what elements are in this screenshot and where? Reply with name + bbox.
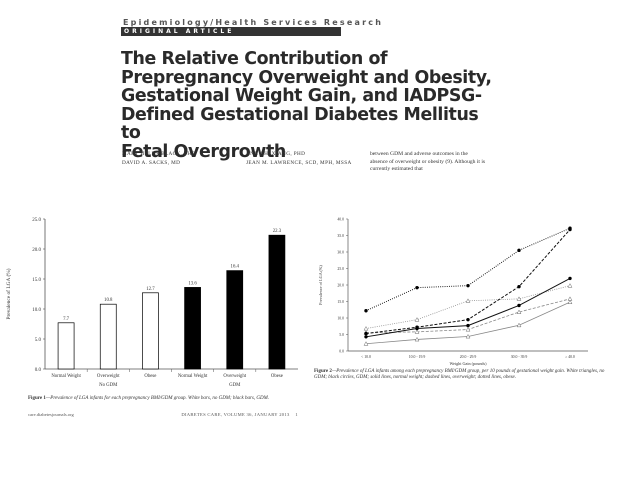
data-point bbox=[465, 298, 471, 303]
y-tick-label: 35.0 bbox=[337, 234, 344, 238]
data-point bbox=[567, 296, 573, 301]
title-line: Defined Gestational Diabetes Mellitus to bbox=[121, 104, 479, 144]
data-point bbox=[465, 327, 471, 332]
article-title: The Relative Contribution of Prepregnanc… bbox=[121, 50, 501, 162]
data-point bbox=[568, 276, 572, 281]
category-label: Obese bbox=[271, 374, 283, 379]
data-point bbox=[516, 296, 522, 301]
figure2-caption: Figure 2—Prevalence of LGA infants among… bbox=[314, 369, 612, 381]
data-point bbox=[465, 333, 471, 339]
y-tick-label: 5.0 bbox=[339, 333, 344, 337]
data-point bbox=[517, 248, 521, 253]
y-tick-label: 20.0 bbox=[337, 284, 344, 288]
group-label: No GDM bbox=[99, 383, 118, 388]
category-label: Overweight bbox=[223, 374, 246, 379]
data-point bbox=[517, 284, 521, 289]
bar bbox=[268, 234, 286, 370]
y-tick-label: 15.0 bbox=[337, 300, 344, 304]
bar-value-label: 13.6 bbox=[188, 281, 197, 286]
y-tick-label: 10.0 bbox=[32, 308, 41, 313]
bar bbox=[57, 322, 75, 370]
author-name: ANNY H. XIANG, PHD bbox=[246, 151, 306, 157]
y-tick-label: 15.0 bbox=[32, 278, 41, 283]
data-point bbox=[414, 317, 420, 322]
category-label: Normal Weight bbox=[51, 374, 81, 379]
author-name: MARY HELEN BLACK, PHD bbox=[122, 151, 196, 157]
figure1-caption-text: —Prevalence of LGA infants for each prep… bbox=[45, 396, 269, 401]
figure1-caption: Figure 1—Prevalence of LGA infants for e… bbox=[28, 396, 308, 401]
data-point bbox=[363, 341, 369, 346]
y-tick-label: 10.0 bbox=[337, 317, 344, 321]
figure2-chart: 0.0 5.0 10.0 15.0 20.0 25.0 30.0 35.0 40.0 < 10.0… bbox=[318, 218, 588, 366]
data-point bbox=[363, 326, 369, 331]
title-line: Fetal Overgrowth bbox=[121, 141, 286, 162]
data-point bbox=[414, 336, 420, 342]
y-axis-label: Prevalence of LGA (%) bbox=[5, 268, 12, 319]
data-point bbox=[466, 283, 470, 288]
body-text: between GDM and adverse outcomes in the … bbox=[370, 151, 486, 173]
bar-value-label: 16.4 bbox=[231, 265, 240, 270]
y-tick-label: 20.0 bbox=[32, 248, 41, 253]
bar-value-label: 7.7 bbox=[63, 317, 70, 322]
data-point bbox=[364, 309, 368, 313]
journal-citation: DIABETES CARE, VOLUME 36, JANUARY 2013 1 bbox=[181, 412, 298, 417]
x-tick-label: 10.0 - 19.9 bbox=[409, 355, 426, 359]
figure1-caption-label: Figure 1 bbox=[28, 396, 46, 401]
authors-left: MARY HELEN BLACK, PHD DAVID A. SACKS, MD bbox=[122, 150, 196, 168]
author-name: DAVID A. SACKS, MD bbox=[122, 160, 181, 166]
data-point bbox=[568, 226, 572, 230]
figure2-caption-label: Figure 2 bbox=[314, 369, 332, 374]
title-line: Prepregnancy Overweight and Obesity, bbox=[121, 67, 492, 88]
y-tick-label: 5.0 bbox=[35, 338, 42, 343]
x-tick-label: ≥ 40.0 bbox=[565, 355, 575, 359]
data-point bbox=[415, 285, 419, 290]
author-name: JEAN M. LAWRENCE, SCD, MPH, MSSA bbox=[246, 160, 352, 166]
y-tick-label: 0.0 bbox=[35, 368, 42, 373]
bar-value-label: 10.8 bbox=[104, 298, 113, 303]
bar-value-label: 12.7 bbox=[146, 287, 155, 292]
group-label: GDM bbox=[229, 383, 241, 388]
y-tick-label: 40.0 bbox=[337, 218, 344, 222]
title-line: Gestational Weight Gain, and IADPSG- bbox=[121, 86, 482, 107]
bar bbox=[184, 287, 201, 370]
series-line bbox=[365, 227, 571, 312]
data-point bbox=[364, 335, 368, 339]
x-axis-label: Weight Gain (pounds) bbox=[449, 361, 487, 366]
bar bbox=[99, 303, 117, 370]
journal-url: care.diabetesjournals.org bbox=[28, 412, 74, 417]
data-point bbox=[516, 309, 522, 314]
title-line: The Relative Contribution of bbox=[121, 49, 388, 69]
data-point bbox=[567, 299, 573, 305]
data-point bbox=[415, 325, 419, 329]
data-point bbox=[466, 317, 470, 322]
figure1-chart: 0.0 5.0 10.0 15.0 20.0 25.0 Prevalence of LGA … bbox=[5, 218, 298, 388]
y-tick-label: 25.0 bbox=[337, 267, 344, 271]
y-tick-label: 25.0 bbox=[32, 218, 41, 223]
category-label: Obese bbox=[144, 374, 156, 379]
category-label: Overweight bbox=[97, 374, 120, 379]
x-tick-label: 30.0 - 39.9 bbox=[511, 355, 528, 359]
data-point bbox=[466, 323, 470, 328]
y-axis-label: Prevalence of LGA (%) bbox=[318, 265, 323, 305]
data-point bbox=[567, 283, 573, 288]
series-line bbox=[365, 229, 571, 335]
bar bbox=[226, 270, 244, 370]
section-header: Epidemiology/Health Services Research bbox=[123, 18, 384, 27]
article-type-bar: ORIGINAL ARTICLE bbox=[121, 27, 341, 36]
authors-right: ANNY H. XIANG, PHD JEAN M. LAWRENCE, SCD… bbox=[246, 150, 352, 168]
data-point bbox=[516, 322, 522, 328]
bar-value-label: 22.3 bbox=[273, 229, 282, 234]
figure2-caption-text: —Prevalence of LGA infants among each pr… bbox=[314, 369, 605, 381]
data-point bbox=[517, 303, 521, 308]
y-tick-label: 0.0 bbox=[339, 350, 344, 354]
journal-citation-text: DIABETES CARE, VOLUME 36, JANUARY 2013 bbox=[181, 412, 290, 417]
data-point bbox=[364, 331, 368, 336]
category-label: Normal Weight bbox=[178, 374, 208, 379]
x-tick-label: < 10.0 bbox=[361, 355, 371, 359]
page-number: 1 bbox=[295, 412, 298, 417]
x-tick-label: 20.0 - 29.9 bbox=[460, 355, 477, 359]
y-tick-label: 30.0 bbox=[337, 251, 344, 255]
data-point bbox=[414, 329, 420, 334]
bar bbox=[142, 292, 159, 370]
